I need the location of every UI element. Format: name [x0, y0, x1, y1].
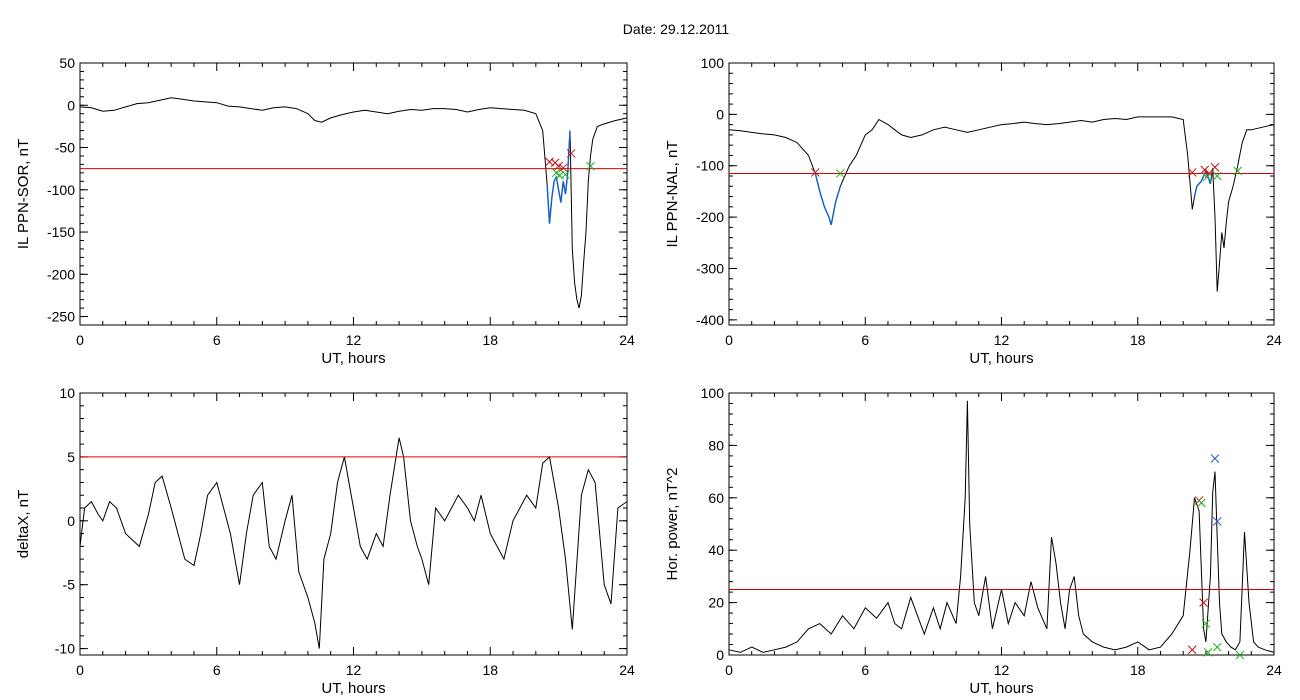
- marker-green: [1196, 498, 1206, 508]
- y-tick-label: 80: [708, 437, 724, 453]
- marker-blue: [1212, 517, 1222, 526]
- y-tick-label: 50: [59, 55, 75, 71]
- y-tick-label: -5: [63, 577, 76, 593]
- marker-green: [1212, 642, 1222, 652]
- y-tick-label: 100: [701, 55, 725, 71]
- marker-green: [1235, 650, 1245, 660]
- marker-green: [555, 171, 565, 180]
- marker-blue: [1210, 454, 1220, 463]
- x-tick-label: 0: [725, 662, 733, 678]
- panel-il-ppn-nal: 0 6 12 18 24 100 0 -100 -200 -300 -400 UT, hours IL …: [664, 55, 1282, 367]
- x-axis-label: UT, hours: [969, 350, 1033, 367]
- y-tick-label: 40: [708, 542, 724, 558]
- marker-green: [561, 170, 570, 179]
- y-axis-label: IL PPN-SOR, nT: [15, 139, 32, 249]
- marker-green: [1201, 619, 1211, 628]
- x-tick-label: 18: [482, 332, 498, 348]
- x-tick-label: 6: [213, 662, 221, 678]
- x-tick-label: 24: [1266, 662, 1282, 678]
- x-tick-label: 18: [1130, 332, 1146, 348]
- marker-red: [810, 168, 820, 177]
- marker-red: [1187, 168, 1197, 177]
- x-tick-label: 18: [1130, 662, 1146, 678]
- x-tick-label: 12: [994, 332, 1010, 348]
- marker-red: [554, 161, 563, 171]
- x-axis-label: UT, hours: [321, 350, 385, 367]
- marker-red: [1187, 645, 1197, 655]
- x-tick-label: 0: [76, 332, 84, 348]
- plot-frame: [79, 392, 628, 656]
- plot-frame: [79, 62, 628, 326]
- y-tick-label: -10: [55, 641, 75, 657]
- y-tick-label: 10: [59, 385, 75, 401]
- figure-title: Date: 29.12.2011: [623, 21, 730, 37]
- marker-red: [558, 163, 568, 173]
- series-line: [728, 400, 1275, 653]
- series-line: [79, 97, 628, 309]
- panel-deltax: 0 6 12 18 24 10 5 0 -5 -10 UT, hours deltaX, nT: [15, 385, 635, 697]
- marker-red: [1210, 162, 1220, 172]
- marker-green: [586, 161, 595, 171]
- marker-red: [566, 149, 576, 158]
- y-tick-label: 60: [708, 490, 724, 506]
- marker-red: [545, 157, 554, 167]
- x-tick-label: 0: [76, 662, 84, 678]
- y-tick-label: -250: [47, 309, 75, 325]
- y-axis-label: deltaX, nT: [15, 490, 32, 558]
- y-tick-label: -50: [55, 140, 75, 156]
- y-tick-label: -200: [47, 266, 75, 282]
- y-tick-label: 0: [716, 647, 724, 663]
- x-tick-label: 24: [1266, 332, 1282, 348]
- series-line: [728, 116, 1275, 292]
- marker-green: [1203, 648, 1213, 657]
- y-axis-label: IL PPN-NAL, nT: [664, 141, 681, 248]
- panel-il-ppn-sor: 0 6 12 18 24 50 0 -50 -100 -150 -200 -250 UT, hours I…: [15, 55, 635, 367]
- x-tick-label: 0: [725, 332, 733, 348]
- y-tick-label: 20: [708, 595, 724, 611]
- y-tick-label: -100: [696, 158, 724, 174]
- y-tick-label: 0: [67, 97, 75, 113]
- y-tick-label: 100: [701, 385, 725, 401]
- series-line: [79, 437, 628, 649]
- y-tick-label: 0: [716, 106, 724, 122]
- y-tick-label: -300: [696, 260, 724, 276]
- panel-hor-power: 0 6 12 18 24 100 80 60 40 20 0 UT, hours Hor. power,…: [664, 385, 1282, 697]
- x-tick-label: 6: [213, 332, 221, 348]
- marker-green: [1233, 166, 1243, 176]
- event-segment: [546, 130, 571, 224]
- y-tick-label: -150: [47, 224, 75, 240]
- event-segment: [814, 173, 841, 226]
- y-axis-label: Hor. power, nT^2: [664, 468, 681, 581]
- x-tick-label: 12: [346, 662, 362, 678]
- y-tick-label: -200: [696, 209, 724, 225]
- marker-red: [1199, 598, 1208, 607]
- x-axis-label: UT, hours: [969, 680, 1033, 697]
- y-tick-label: -400: [696, 312, 724, 328]
- marker-green: [1202, 172, 1212, 182]
- x-tick-label: 24: [619, 662, 635, 678]
- x-tick-label: 24: [619, 332, 635, 348]
- y-tick-label: -100: [47, 182, 75, 198]
- x-tick-label: 6: [861, 662, 869, 678]
- y-tick-label: 5: [67, 449, 75, 465]
- plot-frame: [728, 62, 1275, 326]
- x-tick-label: 18: [482, 662, 498, 678]
- x-tick-label: 12: [994, 662, 1010, 678]
- x-axis-label: UT, hours: [321, 680, 385, 697]
- marker-green: [1212, 171, 1222, 181]
- marker-green: [835, 169, 845, 178]
- marker-red: [1200, 165, 1210, 175]
- x-tick-label: 12: [346, 332, 362, 348]
- y-tick-label: 0: [67, 513, 75, 529]
- x-tick-label: 6: [861, 332, 869, 348]
